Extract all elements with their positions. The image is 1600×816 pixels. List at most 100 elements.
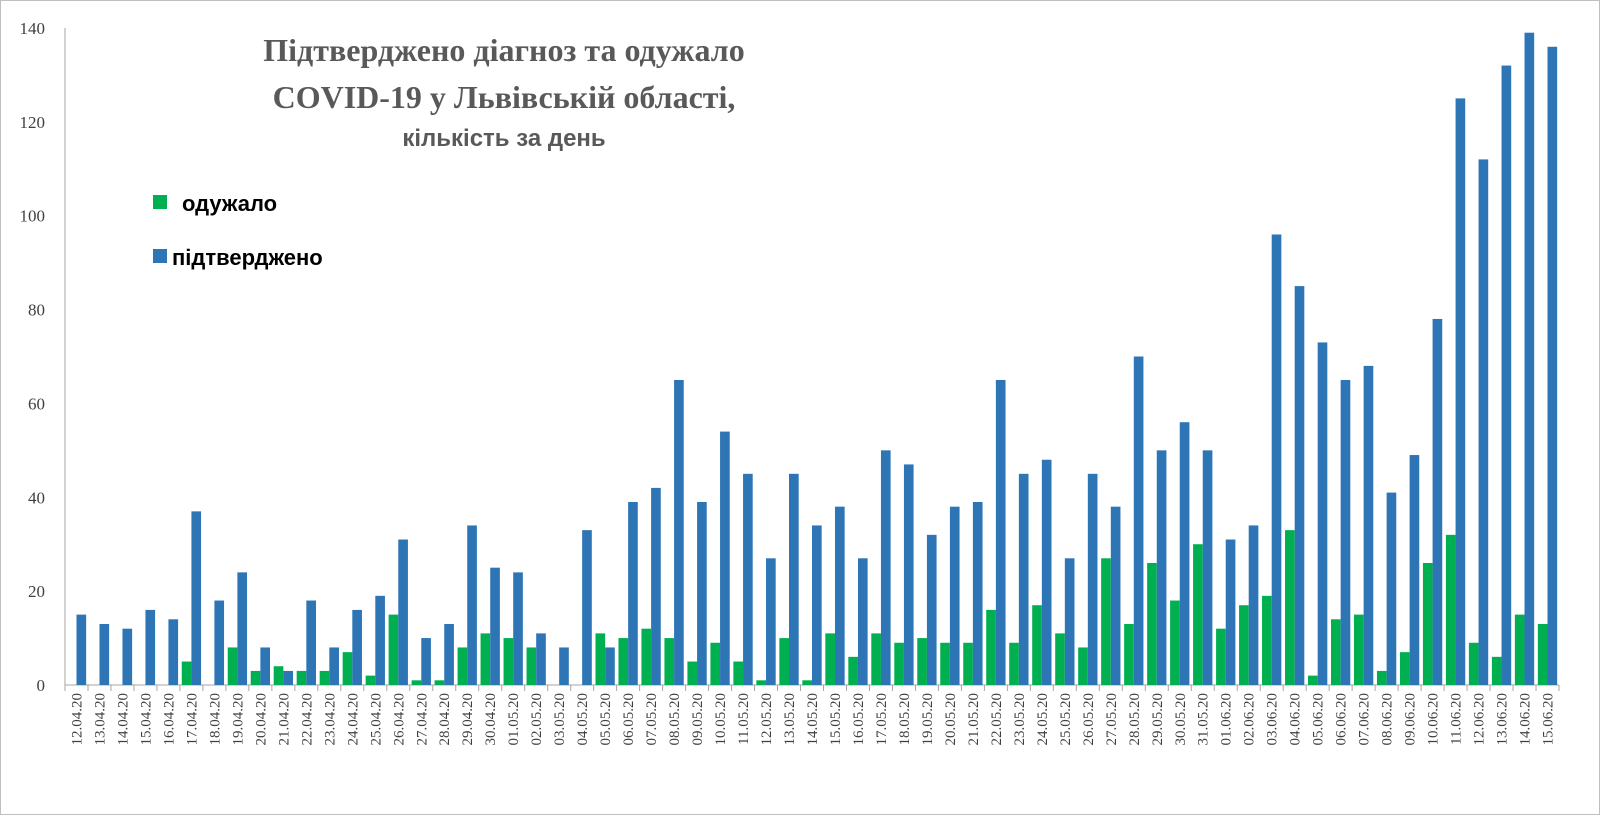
bar-recovered [1330, 619, 1341, 685]
bar-confirmed [260, 647, 271, 685]
bar-confirmed [536, 633, 546, 685]
x-tick-label: 19.05.20 [920, 693, 936, 746]
bar-confirmed [789, 473, 799, 685]
bar-confirmed [949, 506, 960, 685]
y-tick-label: 80 [28, 301, 45, 320]
x-tick-label: 01.06.20 [1219, 693, 1235, 746]
bar-confirmed [467, 525, 477, 685]
bar-recovered [1445, 534, 1456, 685]
bar-recovered [779, 638, 790, 685]
bar-confirmed [720, 431, 730, 685]
x-tick-label: 19.04.20 [230, 693, 246, 746]
x-tick-label: 05.06.20 [1311, 693, 1327, 746]
bar-recovered [1193, 544, 1203, 685]
bar-confirmed [1041, 459, 1052, 685]
x-tick-labels: 12.04.20 13.04.20 14.04.20 15.04.20 16.04.20… [69, 693, 1556, 746]
bar-recovered [1399, 652, 1410, 685]
bar-recovered [894, 642, 904, 685]
x-tick-label: 21.05.20 [966, 693, 982, 746]
bar-confirmed [76, 614, 87, 685]
x-tick-label: 08.06.20 [1380, 693, 1396, 746]
bar-recovered [365, 675, 376, 685]
x-tick-label: 07.05.20 [644, 693, 660, 746]
bar-confirmed [214, 600, 225, 685]
bar-recovered [250, 670, 261, 685]
x-tick-label: 23.04.20 [322, 693, 338, 746]
x-tick-label: 18.04.20 [207, 693, 223, 746]
bar-confirmed [1087, 473, 1098, 685]
bar-confirmed [995, 379, 1006, 685]
x-tick-label: 26.05.20 [1081, 693, 1097, 746]
bar-recovered [1537, 623, 1548, 685]
bar-recovered [1468, 642, 1479, 685]
x-tick-label: 02.05.20 [529, 693, 545, 746]
bar-confirmed [857, 558, 868, 685]
x-tick-label: 25.05.20 [1058, 693, 1074, 746]
bar-recovered [342, 652, 353, 685]
bar-recovered [1216, 628, 1226, 685]
bar-recovered [411, 680, 422, 685]
bar-recovered [641, 628, 652, 685]
x-tick-label: 14.06.20 [1518, 693, 1534, 746]
bar-confirmed [926, 534, 937, 685]
bar-recovered [1308, 675, 1318, 685]
y-tick-labels: 0 20 40 60 80 100 120 140 [20, 19, 46, 695]
bar-confirmed [972, 501, 983, 685]
bar-confirmed [1432, 318, 1443, 685]
x-tick-label: 23.05.20 [1012, 693, 1028, 746]
bar-recovered [1101, 558, 1111, 685]
bar-recovered [227, 647, 238, 685]
bar-recovered [1078, 647, 1088, 685]
bar-recovered [871, 633, 881, 685]
bar-confirmed [237, 572, 248, 685]
bar-recovered [434, 680, 445, 685]
x-tick-label: 04.06.20 [1288, 693, 1304, 746]
x-tick-label: 09.05.20 [690, 693, 706, 746]
y-tick-label: 60 [28, 394, 45, 413]
x-tick-label: 10.05.20 [713, 693, 729, 746]
x-tick-label: 30.04.20 [483, 693, 499, 746]
bar-confirmed [674, 379, 684, 685]
bar-recovered [388, 614, 399, 685]
bar-recovered [664, 638, 675, 685]
bar-recovered [319, 670, 330, 685]
x-tick-label: 25.04.20 [368, 693, 384, 746]
x-tick-label: 12.05.20 [759, 693, 775, 746]
bar-recovered [503, 638, 514, 685]
bar-confirmed [1110, 506, 1121, 685]
bar-confirmed [1363, 365, 1374, 685]
x-tick-label: 18.05.20 [897, 693, 913, 746]
bar-recovered [1353, 614, 1364, 685]
bar-recovered [457, 647, 468, 685]
bar-confirmed [766, 558, 776, 685]
x-tick-label: 03.05.20 [552, 693, 568, 746]
x-tick-label: 27.04.20 [414, 693, 430, 746]
bar-recovered [273, 666, 284, 685]
x-tick-label: 29.05.20 [1150, 693, 1166, 746]
bar-confirmed [1294, 286, 1305, 685]
x-tick-label: 20.04.20 [253, 693, 269, 746]
bar-confirmed [743, 473, 753, 685]
bar-recovered [848, 656, 858, 685]
bar-confirmed [1064, 558, 1075, 685]
bar-confirmed [1478, 159, 1489, 685]
bar-confirmed [1340, 379, 1351, 685]
y-tick-label: 100 [20, 207, 46, 226]
bars [76, 32, 1558, 686]
x-tick-label: 02.06.20 [1242, 693, 1258, 746]
x-tick-label: 27.05.20 [1104, 693, 1120, 746]
bar-recovered [756, 680, 767, 685]
chart-title-line-1: Підтверджено діагноз та одужало [263, 32, 744, 68]
x-tick-label: 07.06.20 [1357, 693, 1373, 746]
x-tick-label: 26.04.20 [391, 693, 407, 746]
bar-recovered [595, 633, 606, 685]
bar-recovered [1422, 562, 1433, 685]
x-tick-label: 20.05.20 [943, 693, 959, 746]
x-tick-label: 14.05.20 [805, 693, 821, 746]
bar-confirmed [1248, 525, 1259, 685]
bar-recovered [618, 638, 629, 685]
bar-confirmed [122, 628, 133, 685]
bar-confirmed [1386, 492, 1397, 685]
bar-confirmed [352, 609, 362, 685]
legend-label-confirmed: підтверджено [172, 245, 323, 270]
